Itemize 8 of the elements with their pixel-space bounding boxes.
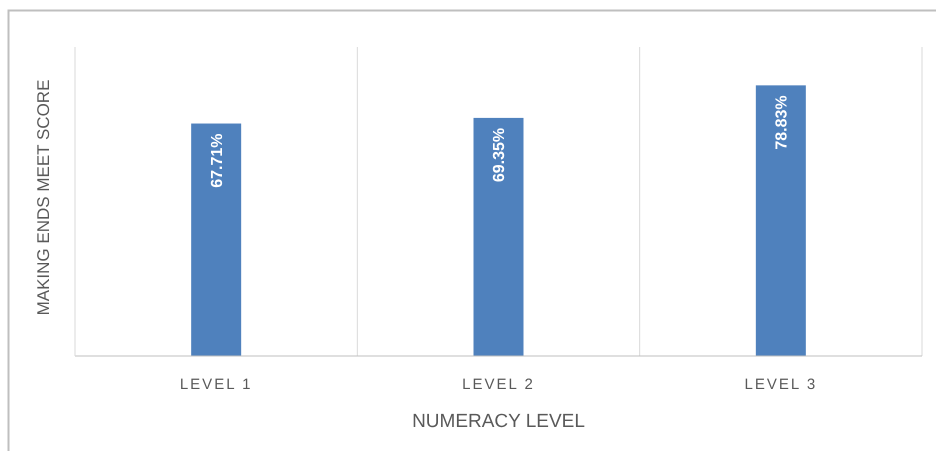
x-tick-label: LEVEL 3	[744, 376, 818, 393]
x-tick-label: LEVEL 1	[180, 376, 252, 393]
data-label: 69.35%	[491, 128, 508, 182]
data-label: 78.83%	[773, 95, 790, 150]
data-label: 67.71%	[208, 134, 226, 188]
x-axis-title: NUMERACY LEVEL	[412, 411, 585, 432]
x-tick-label: LEVEL 2	[462, 376, 535, 393]
y-axis-title: MAKING ENDS MEET SCORE	[34, 80, 53, 316]
